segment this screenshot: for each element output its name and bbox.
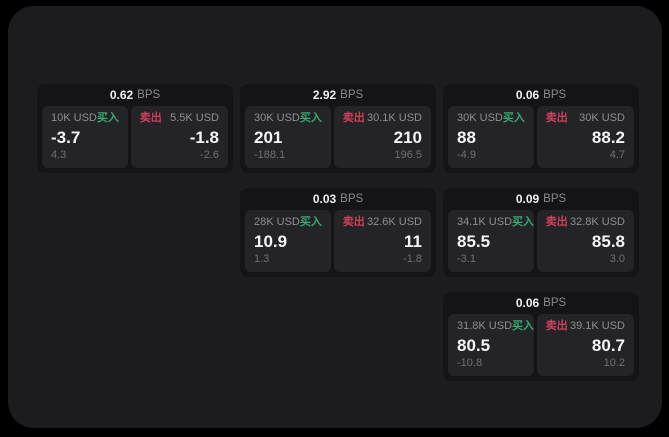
buy-amount: 34.1K USD [457, 216, 513, 228]
sell-price: 85.8 [591, 231, 625, 251]
sell-amount: 30.1K USD [366, 112, 422, 124]
sell-panel[interactable]: 卖出 5.5K USD -1.8 -2.6 [130, 106, 228, 168]
buy-price: 85.5 [457, 231, 491, 251]
sell-amount: 32.8K USD [569, 216, 625, 228]
panel-row: 30K USD 买入 201 -188.1 卖出 30.1K USD 210 1… [240, 106, 436, 173]
sell-delta: -1.8 [403, 253, 422, 265]
bps-header: 2.92 BPS [240, 84, 436, 106]
sell-delta: 10.2 [603, 357, 625, 369]
bps-header: 0.09 BPS [443, 188, 639, 210]
buy-label: 买入 [299, 112, 322, 124]
sell-label: 卖出 [342, 216, 365, 228]
bps-value: 0.06 [515, 296, 540, 310]
sell-delta: 4.7 [609, 149, 625, 161]
buy-amount: 30K USD [254, 112, 300, 124]
sell-label: 卖出 [545, 112, 568, 124]
sell-price: 88.2 [591, 127, 625, 147]
buy-delta: -3.1 [457, 253, 476, 265]
sell-amount: 5.5K USD [170, 112, 219, 124]
quote-grid: 0.62 BPS 10K USD 买入 -3.7 4.3 卖出 5.5K USD [37, 84, 639, 381]
sell-delta: 3.0 [609, 253, 625, 265]
sell-panel[interactable]: 卖出 30K USD 88.2 4.7 [536, 106, 634, 168]
buy-price: 88 [457, 127, 476, 147]
panel-row: 34.1K USD 买入 85.5 -3.1 卖出 32.8K USD 85.8… [443, 210, 639, 277]
bps-unit-label: BPS [340, 89, 364, 101]
panel-row: 30K USD 买入 88 -4.9 卖出 30K USD 88.2 4.7 [443, 106, 639, 173]
sell-delta: 196.5 [394, 149, 422, 161]
sell-price: 11 [404, 231, 422, 251]
buy-price: 201 [254, 127, 283, 147]
sell-delta: -2.6 [200, 149, 219, 161]
sell-label: 卖出 [139, 112, 162, 124]
buy-label: 买入 [96, 112, 119, 124]
buy-amount: 10K USD [51, 112, 97, 124]
bps-unit-label: BPS [340, 193, 364, 205]
quote-card: 0.03 BPS 28K USD 买入 10.9 1.3 卖出 32.6K US… [240, 188, 436, 277]
sell-amount: 30K USD [579, 112, 625, 124]
quote-card: 0.06 BPS 31.8K USD 买入 80.5 -10.8 卖出 39.1… [443, 292, 639, 381]
buy-amount: 28K USD [254, 216, 300, 228]
buy-amount: 30K USD [457, 112, 503, 124]
buy-label: 买入 [502, 112, 525, 124]
buy-label: 买入 [512, 320, 535, 332]
sell-panel[interactable]: 卖出 30.1K USD 210 196.5 [333, 106, 431, 168]
buy-panel[interactable]: 10K USD 买入 -3.7 4.3 [42, 106, 128, 168]
bps-value: 0.09 [515, 192, 540, 206]
bps-header: 0.03 BPS [240, 188, 436, 210]
quote-card: 0.09 BPS 34.1K USD 买入 85.5 -3.1 卖出 32.8K… [443, 188, 639, 277]
sell-panel[interactable]: 卖出 32.8K USD 85.8 3.0 [536, 210, 634, 272]
buy-price: -3.7 [51, 127, 81, 147]
sell-price: -1.8 [189, 127, 219, 147]
buy-delta: 1.3 [254, 253, 270, 265]
panel-row: 31.8K USD 买入 80.5 -10.8 卖出 39.1K USD 80.… [443, 314, 639, 381]
quote-card: 0.62 BPS 10K USD 买入 -3.7 4.3 卖出 5.5K USD [37, 84, 233, 173]
quote-card: 0.06 BPS 30K USD 买入 88 -4.9 卖出 30K USD [443, 84, 639, 173]
buy-delta: 4.3 [51, 149, 67, 161]
sell-label: 卖出 [545, 216, 568, 228]
buy-panel[interactable]: 30K USD 买入 88 -4.9 [448, 106, 534, 168]
buy-price: 80.5 [457, 335, 491, 355]
bps-unit-label: BPS [543, 297, 567, 309]
buy-delta: -188.1 [254, 149, 286, 161]
bps-header: 0.62 BPS [37, 84, 233, 106]
buy-panel[interactable]: 31.8K USD 买入 80.5 -10.8 [448, 314, 534, 376]
sell-amount: 39.1K USD [569, 320, 625, 332]
sell-panel[interactable]: 卖出 39.1K USD 80.7 10.2 [536, 314, 634, 376]
app-surface: 0.62 BPS 10K USD 买入 -3.7 4.3 卖出 5.5K USD [8, 6, 662, 428]
buy-price: 10.9 [254, 231, 288, 251]
bps-unit-label: BPS [543, 89, 567, 101]
sell-amount: 32.6K USD [366, 216, 422, 228]
buy-panel[interactable]: 28K USD 买入 10.9 1.3 [245, 210, 331, 272]
panel-row: 28K USD 买入 10.9 1.3 卖出 32.6K USD 11 -1.8 [240, 210, 436, 277]
buy-amount: 31.8K USD [457, 320, 513, 332]
quote-card: 2.92 BPS 30K USD 买入 201 -188.1 卖出 30.1K … [240, 84, 436, 173]
buy-label: 买入 [512, 216, 535, 228]
buy-panel[interactable]: 30K USD 买入 201 -188.1 [245, 106, 331, 168]
bps-value: 0.03 [312, 192, 337, 206]
bps-unit-label: BPS [543, 193, 567, 205]
sell-price: 80.7 [591, 335, 625, 355]
sell-price: 210 [393, 127, 422, 147]
bps-header: 0.06 BPS [443, 292, 639, 314]
bps-value: 0.62 [109, 88, 134, 102]
bps-unit-label: BPS [137, 89, 161, 101]
panel-row: 10K USD 买入 -3.7 4.3 卖出 5.5K USD -1.8 -2.… [37, 106, 233, 173]
buy-label: 买入 [299, 216, 322, 228]
bps-header: 0.06 BPS [443, 84, 639, 106]
buy-delta: -10.8 [457, 357, 483, 369]
bps-value: 0.06 [515, 88, 540, 102]
sell-label: 卖出 [342, 112, 365, 124]
buy-panel[interactable]: 34.1K USD 买入 85.5 -3.1 [448, 210, 534, 272]
buy-delta: -4.9 [457, 149, 476, 161]
bps-value: 2.92 [312, 88, 337, 102]
sell-panel[interactable]: 卖出 32.6K USD 11 -1.8 [333, 210, 431, 272]
sell-label: 卖出 [545, 320, 568, 332]
